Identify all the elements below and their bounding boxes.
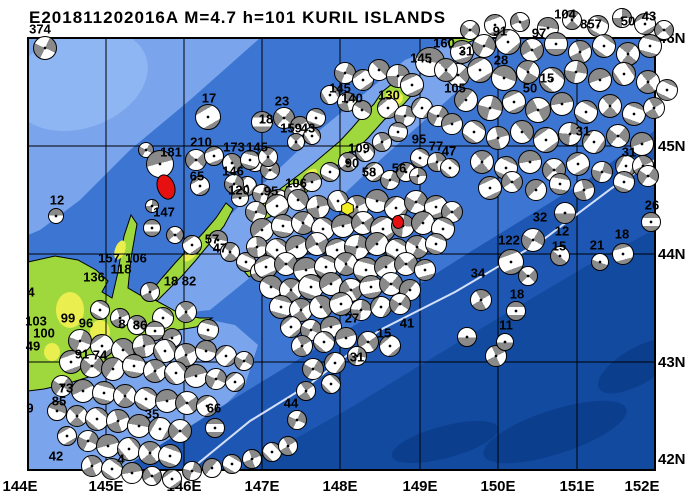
bathymetry-patch [90,320,110,344]
bathymetry-patch [391,420,499,464]
bathymetry-patch [598,338,655,394]
map-frame [27,37,656,471]
bathymetry-patch [240,229,655,470]
bathymetry-patch [44,343,60,361]
bathymetry-patch [483,400,627,464]
bathymetry-patch [385,91,403,105]
trench-axis-line [189,158,655,470]
bathymetry-patch [490,20,509,40]
bathymetry-patch [56,292,84,328]
map-title: E201811202016A M=4.7 h=101 KURIL ISLANDS [29,8,447,27]
bathymetry-patch [114,240,126,260]
